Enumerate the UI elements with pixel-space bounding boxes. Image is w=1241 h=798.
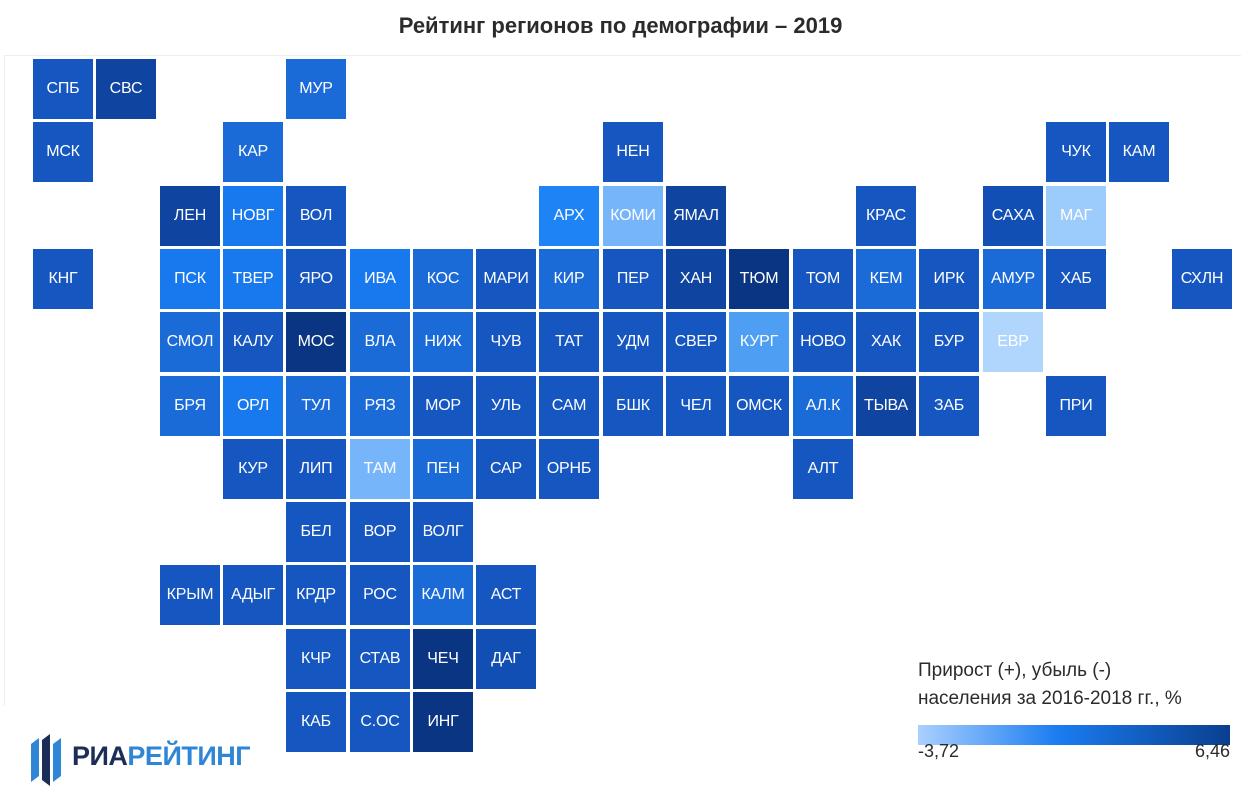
region-tile-орнб[interactable]: ОРНБ <box>539 439 599 499</box>
logo-wordmark-part2: РЕЙТИНГ <box>127 741 251 771</box>
region-tile-рос[interactable]: РОС <box>350 565 410 625</box>
region-tile-хан[interactable]: ХАН <box>666 249 726 309</box>
region-tile-мор[interactable]: МОР <box>413 376 473 436</box>
region-tile-там[interactable]: ТАМ <box>350 439 410 499</box>
region-tile-чув[interactable]: ЧУВ <box>476 312 536 372</box>
region-tile-тюм[interactable]: ТЮМ <box>729 249 789 309</box>
region-tile-тат[interactable]: ТАТ <box>539 312 599 372</box>
region-tile-кчр[interactable]: КЧР <box>286 629 346 689</box>
region-tile-мск[interactable]: МСК <box>33 122 93 182</box>
legend-title-line2: населения за 2016-2018 гг., % <box>918 688 1182 709</box>
region-tile-свер[interactable]: СВЕР <box>666 312 726 372</box>
region-tile-смол[interactable]: СМОЛ <box>160 312 220 372</box>
region-tile-кам[interactable]: КАМ <box>1109 122 1169 182</box>
region-tile-бел[interactable]: БЕЛ <box>286 502 346 562</box>
region-tile-кур[interactable]: КУР <box>223 439 283 499</box>
region-tile-твер[interactable]: ТВЕР <box>223 249 283 309</box>
region-tile-пен[interactable]: ПЕН <box>413 439 473 499</box>
region-tile-чук[interactable]: ЧУК <box>1046 122 1106 182</box>
region-tile-лип[interactable]: ЛИП <box>286 439 346 499</box>
region-tile-ямал[interactable]: ЯМАЛ <box>666 186 726 246</box>
region-tile-при[interactable]: ПРИ <box>1046 376 1106 436</box>
region-tile-кир[interactable]: КИР <box>539 249 599 309</box>
legend-max-label: 6,46 <box>1194 741 1230 761</box>
region-tile-мари[interactable]: МАРИ <box>476 249 536 309</box>
region-tile-тул[interactable]: ТУЛ <box>286 376 346 436</box>
region-tile-бур[interactable]: БУР <box>919 312 979 372</box>
logo-mark-icon <box>31 734 61 786</box>
region-tile-даг[interactable]: ДАГ <box>476 629 536 689</box>
chart-title: Рейтинг регионов по демографии – 2019 <box>398 13 843 38</box>
region-tile-вор[interactable]: ВОР <box>350 502 410 562</box>
region-tile-арх[interactable]: АРХ <box>539 186 599 246</box>
region-tile-крдр[interactable]: КРДР <box>286 565 346 625</box>
region-tile-чеч[interactable]: ЧЕЧ <box>413 629 473 689</box>
region-tile-лен[interactable]: ЛЕН <box>160 186 220 246</box>
region-tile-саха[interactable]: САХА <box>983 186 1043 246</box>
region-tile-евр[interactable]: ЕВР <box>983 312 1043 372</box>
region-tile-кнг[interactable]: КНГ <box>33 249 93 309</box>
region-tile-ирк[interactable]: ИРК <box>919 249 979 309</box>
region-tile-крым[interactable]: КРЫМ <box>160 565 220 625</box>
region-tile-ряз[interactable]: РЯЗ <box>350 376 410 436</box>
region-tile-нен[interactable]: НЕН <box>603 122 663 182</box>
region-tile-хак[interactable]: ХАК <box>856 312 916 372</box>
region-tile-ал.к[interactable]: АЛ.К <box>793 376 853 436</box>
region-tile-сар[interactable]: САР <box>476 439 536 499</box>
region-tile-уль[interactable]: УЛЬ <box>476 376 536 436</box>
region-tile-пск[interactable]: ПСК <box>160 249 220 309</box>
region-tile-вла[interactable]: ВЛА <box>350 312 410 372</box>
region-tile-сам[interactable]: САМ <box>539 376 599 436</box>
region-tile-новг[interactable]: НОВГ <box>223 186 283 246</box>
region-tile-тыва[interactable]: ТЫВА <box>856 376 916 436</box>
logo-wordmark-part1: РИА <box>72 741 128 771</box>
region-tile-каб[interactable]: КАБ <box>286 692 346 752</box>
region-tile-вол[interactable]: ВОЛ <box>286 186 346 246</box>
legend-color-scale <box>918 725 1230 745</box>
logo-wordmark: РИАРЕЙТИНГ <box>72 741 251 772</box>
region-tile-маг[interactable]: МАГ <box>1046 186 1106 246</box>
region-tile-омск[interactable]: ОМСК <box>729 376 789 436</box>
legend-min-label: -3,72 <box>918 741 960 761</box>
region-tile-чел[interactable]: ЧЕЛ <box>666 376 726 436</box>
ria-rating-logo: РИАРЕЙТИНГ <box>28 732 258 788</box>
region-tile-мос[interactable]: МОС <box>286 312 346 372</box>
region-tile-бря[interactable]: БРЯ <box>160 376 220 436</box>
region-tile-заб[interactable]: ЗАБ <box>919 376 979 436</box>
legend: Прирост (+), убыль (-) населения за 2016… <box>918 657 1230 761</box>
region-tile-спб[interactable]: СПБ <box>33 59 93 119</box>
region-tile-калм[interactable]: КАЛМ <box>413 565 473 625</box>
region-tile-ново[interactable]: НОВО <box>793 312 853 372</box>
region-tile-хаб[interactable]: ХАБ <box>1046 249 1106 309</box>
region-tile-схлн[interactable]: СХЛН <box>1172 249 1232 309</box>
region-tile-коми[interactable]: КОМИ <box>603 186 663 246</box>
region-tile-инг[interactable]: ИНГ <box>413 692 473 752</box>
region-tile-крас[interactable]: КРАС <box>856 186 916 246</box>
region-tile-удм[interactable]: УДМ <box>603 312 663 372</box>
region-tile-бшк[interactable]: БШК <box>603 376 663 436</box>
region-tile-став[interactable]: СТАВ <box>350 629 410 689</box>
legend-title-line1: Прирост (+), убыль (-) <box>918 660 1112 681</box>
region-tile-ниж[interactable]: НИЖ <box>413 312 473 372</box>
region-tile-кург[interactable]: КУРГ <box>729 312 789 372</box>
region-tile-волг[interactable]: ВОЛГ <box>413 502 473 562</box>
map-panel <box>4 55 1241 706</box>
region-tile-яро[interactable]: ЯРО <box>286 249 346 309</box>
region-tile-калу[interactable]: КАЛУ <box>223 312 283 372</box>
region-tile-мур[interactable]: МУР <box>286 59 346 119</box>
region-tile-аст[interactable]: АСТ <box>476 565 536 625</box>
region-tile-орл[interactable]: ОРЛ <box>223 376 283 436</box>
region-tile-с.ос[interactable]: С.ОС <box>350 692 410 752</box>
region-tile-пер[interactable]: ПЕР <box>603 249 663 309</box>
region-tile-том[interactable]: ТОМ <box>793 249 853 309</box>
region-tile-кар[interactable]: КАР <box>223 122 283 182</box>
region-tile-кос[interactable]: КОС <box>413 249 473 309</box>
region-tile-адыг[interactable]: АДЫГ <box>223 565 283 625</box>
region-tile-кем[interactable]: КЕМ <box>856 249 916 309</box>
region-tile-амур[interactable]: АМУР <box>983 249 1043 309</box>
region-tile-ива[interactable]: ИВА <box>350 249 410 309</box>
region-tile-алт[interactable]: АЛТ <box>793 439 853 499</box>
region-tile-свс[interactable]: СВС <box>96 59 156 119</box>
